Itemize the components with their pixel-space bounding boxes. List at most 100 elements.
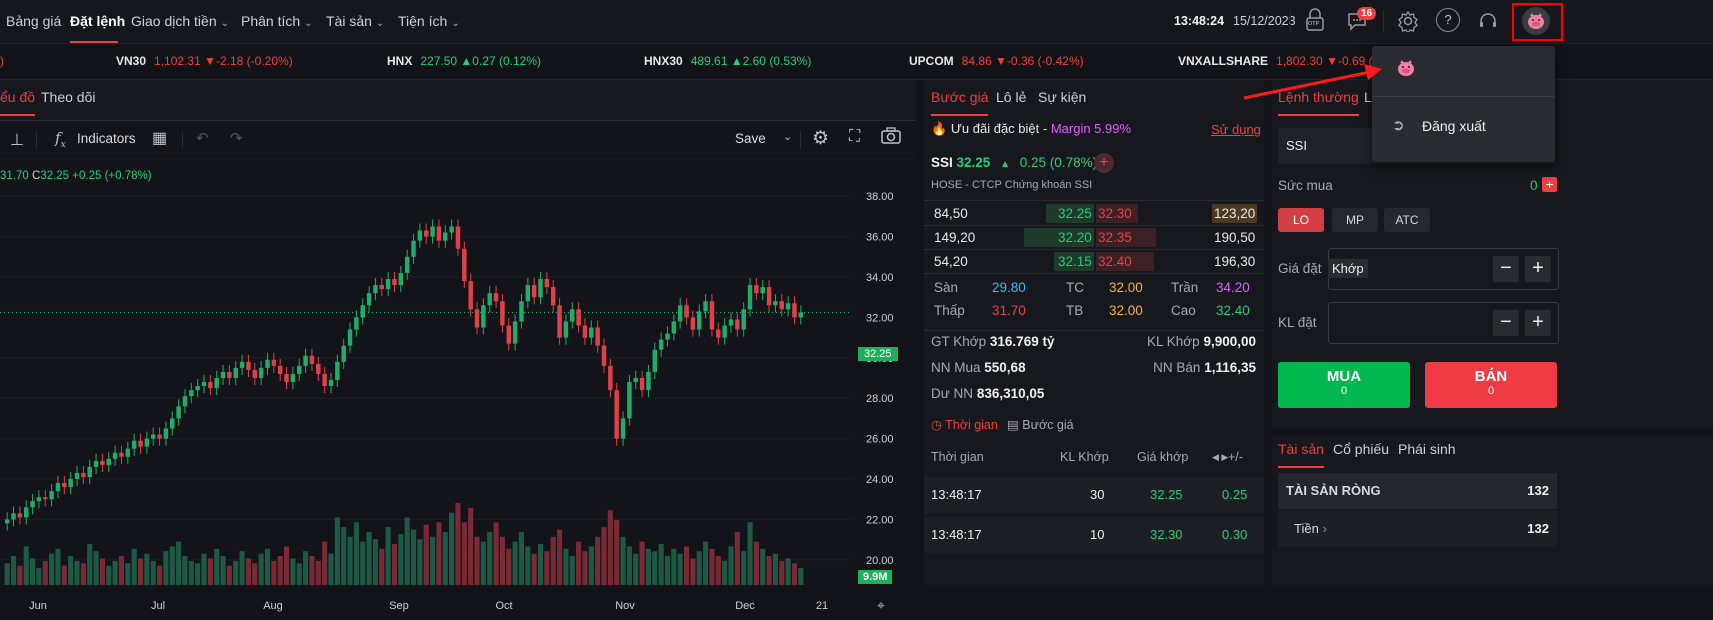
volume-bar	[118, 556, 124, 585]
ticker-vn30[interactable]: VN30 1,102.31 ▼-2.18 (-0.20%)	[116, 54, 293, 68]
ticker-hnx30[interactable]: HNX30 489.61 ▲2.60 (0.53%)	[644, 54, 812, 68]
chart-canvas[interactable]: 31.70 C32.25 +0.25 (+0.78%) 38.00 36.00 34…	[0, 160, 916, 613]
ticker-upcom[interactable]: UPCOM 84.86 ▼-0.36 (-0.42%)	[909, 54, 1084, 68]
candle-body	[144, 438, 150, 447]
promo-use-link[interactable]: Sử dụng	[1211, 122, 1261, 137]
volume-bar	[537, 544, 544, 585]
quantity-decrease-button[interactable]: −	[1493, 310, 1519, 336]
avatar-highlight-box	[1512, 3, 1563, 41]
volume-bar	[410, 529, 417, 585]
chart-settings-gear-icon[interactable]: ⚙	[812, 128, 830, 149]
tab-phai-sinh[interactable]: Phái sinh	[1398, 441, 1456, 457]
tab-co-phieu[interactable]: Cổ phiếu	[1333, 441, 1390, 457]
price-decrease-button[interactable]: −	[1493, 256, 1519, 282]
volume-bar	[379, 548, 385, 585]
volume-bar	[214, 548, 220, 585]
tab-lenh-thuong[interactable]: Lệnh thường	[1278, 89, 1359, 116]
nav-tai-san[interactable]: Tài sản ⌄	[326, 13, 385, 29]
indicators-fx-icon: fx	[55, 129, 66, 150]
tab-tai-san[interactable]: Tài sản	[1278, 441, 1324, 468]
candle-body	[398, 272, 404, 286]
help-icon[interactable]: ?	[1436, 8, 1460, 32]
layout-grid-icon[interactable]: ▦	[152, 130, 168, 147]
price-input[interactable]: Khớp − +	[1328, 248, 1559, 290]
nav-dat-lenh[interactable]: Đặt lệnh	[70, 13, 126, 29]
candle-body	[119, 452, 124, 457]
nav-active-indicator	[70, 41, 118, 43]
cash-row[interactable]: Tiền › 132	[1278, 511, 1557, 547]
volume-bar	[449, 512, 455, 585]
down-arrow-icon: ▼	[995, 54, 1007, 68]
volume-bar	[760, 548, 766, 585]
undo-icon[interactable]: ↶	[196, 130, 209, 147]
user-avatar[interactable]	[1522, 7, 1550, 35]
candle-body	[570, 309, 575, 322]
nav-giao-dich-tien[interactable]: Giao dịch tiền ⌄	[131, 13, 229, 29]
subtab-buoc-gia[interactable]: ▤ Bước giá	[1007, 418, 1074, 432]
chevron-down-icon: ⌄	[375, 18, 385, 29]
order-type-mp[interactable]: MP	[1332, 208, 1378, 232]
volume-bar	[550, 536, 556, 585]
candle-body	[550, 287, 556, 306]
volume-bar	[372, 539, 378, 585]
sell-button[interactable]: BÁN 0	[1425, 362, 1557, 408]
volume-bar	[639, 541, 645, 585]
candle-body	[68, 479, 73, 488]
order-type-lo[interactable]: LO	[1278, 208, 1324, 232]
tab-buoc-gia[interactable]: Bước giá	[931, 89, 989, 116]
redo-icon[interactable]: ↷	[230, 130, 243, 147]
quantity-increase-button[interactable]: +	[1525, 310, 1551, 336]
tab-bieu-do[interactable]: ểu đồ	[0, 89, 36, 116]
y-tick-label: 24.00	[866, 474, 894, 486]
candlestick-type-icon[interactable]: ⊥	[10, 132, 24, 149]
fullscreen-icon[interactable]: ⛶	[849, 128, 861, 145]
subtab-thoi-gian[interactable]: ◷ Thời gian	[931, 418, 998, 432]
screenshot-camera-icon[interactable]	[880, 126, 902, 144]
ticker-hnx[interactable]: HNX 227.50 ▲0.27 (0.12%)	[387, 54, 541, 68]
volume-tag: 9.9M	[858, 570, 893, 584]
buying-power-label: Sức mua	[1278, 178, 1333, 193]
candle-body	[220, 371, 226, 378]
chevron-down-icon: ⌄	[304, 18, 313, 29]
add-watchlist-icon[interactable]: +	[1094, 153, 1114, 173]
otp-icon[interactable]: OTP	[1304, 8, 1326, 32]
logout-icon: ➲	[1392, 117, 1405, 134]
volume-bar	[137, 558, 144, 585]
quantity-input[interactable]: − +	[1328, 302, 1559, 344]
volume-bar	[614, 519, 620, 585]
price-increase-button[interactable]: +	[1525, 256, 1551, 282]
tab-lo-le[interactable]: Lô lẻ	[996, 89, 1027, 105]
buy-button[interactable]: MUA 0	[1278, 362, 1410, 408]
indicators-button[interactable]: Indicators	[77, 131, 136, 146]
x-tick-label: Oct	[495, 600, 512, 612]
tab-su-kien[interactable]: Sự kiện	[1038, 89, 1087, 105]
volume-bar	[728, 546, 734, 585]
nav-tien-ich[interactable]: Tiện ích ⌄	[398, 13, 460, 29]
nav-bang-gia[interactable]: Bảng giá	[6, 13, 62, 29]
save-button[interactable]: Save	[735, 131, 766, 146]
volume-bar	[195, 563, 201, 585]
chart-reset-icon[interactable]: ⌖	[877, 597, 885, 613]
volume-bar	[207, 558, 213, 585]
volume-bar	[436, 522, 442, 585]
x-tick-label: 21	[816, 600, 828, 612]
volume-bar	[74, 560, 80, 585]
save-dropdown-chevron-icon[interactable]: ⌄	[783, 131, 793, 143]
candle-body	[728, 319, 734, 326]
menu-avatar-icon[interactable]	[1394, 56, 1418, 80]
volume-bar	[112, 560, 118, 585]
candle-body	[474, 309, 480, 328]
tab-lenh-other[interactable]: L	[1364, 89, 1372, 105]
candle-body	[773, 301, 778, 306]
settings-gear-icon[interactable]	[1397, 10, 1419, 35]
order-type-atc[interactable]: ATC	[1384, 208, 1430, 232]
nav-phan-tich[interactable]: Phân tích ⌄	[241, 13, 313, 29]
ticker-vnxallshare[interactable]: VNXALLSHARE 1,802.30 ▼-0.69 (-0.04	[1178, 54, 1401, 68]
add-buying-power-icon[interactable]: +	[1542, 177, 1557, 192]
support-headset-icon[interactable]	[1477, 10, 1499, 32]
tab-theo-doi[interactable]: Theo dõi	[41, 89, 96, 105]
volume-bar	[772, 553, 778, 585]
logout-menu-item[interactable]: Đăng xuất	[1422, 118, 1486, 134]
volume-bar	[188, 560, 194, 585]
candle-body	[785, 303, 791, 310]
